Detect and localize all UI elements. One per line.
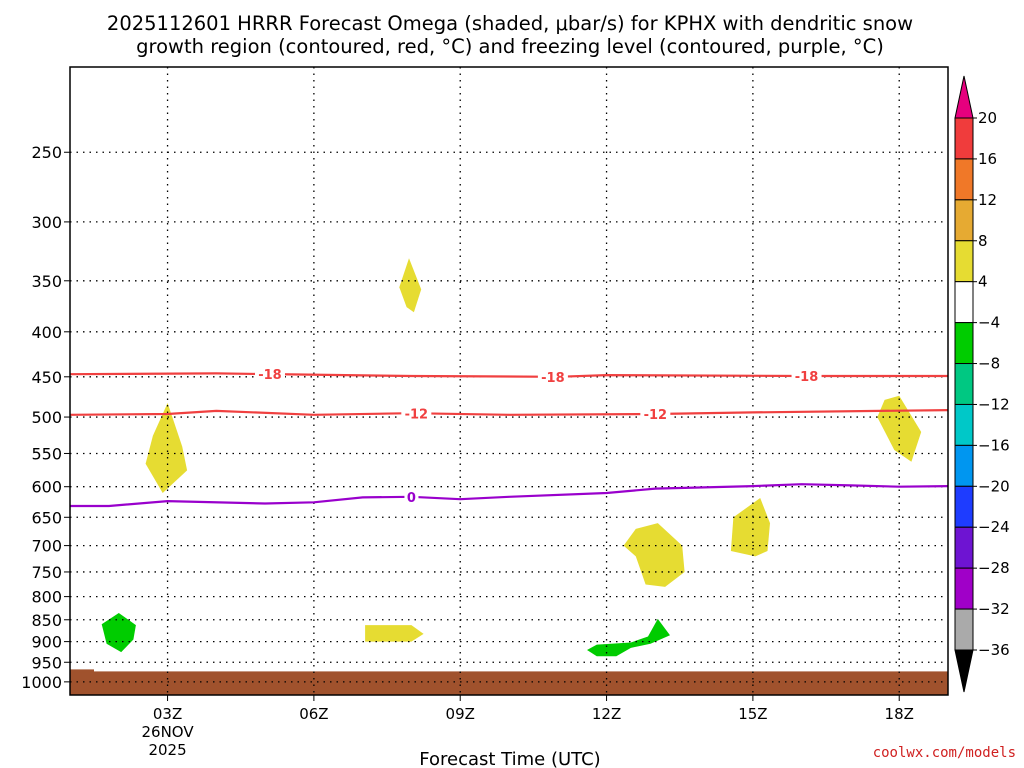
colorbar-label-13: −36 (978, 641, 1010, 659)
x-tick-label-12Z: 12Z (592, 705, 621, 723)
y-axis: 250 300 350 400 450 500 550 600 650 700 750 800 850 9… (21, 143, 70, 692)
colorbar-label-4: 4 (978, 273, 988, 291)
colorbar-bin-4 (954, 240, 974, 283)
x-tick-label-15Z: 15Z (738, 705, 767, 723)
ground-surface (70, 671, 948, 695)
y-tick-label-950: 950 (31, 653, 62, 672)
freezing_level-contour-0 (70, 483, 949, 508)
y-tick-label-350: 350 (31, 272, 62, 291)
omega-region-08z-low (365, 625, 424, 642)
chart-title-line-2: growth region (contoured, red, °C) and f… (136, 35, 884, 58)
chart-title-line-1: 2025112601 HRRR Forecast Omega (shaded, … (107, 12, 913, 35)
y-tick-label-450: 450 (31, 368, 62, 387)
dgz-contour--12 (69, 409, 949, 416)
colorbar-label-0: 20 (978, 109, 997, 127)
y-tick-label-650: 650 (31, 508, 62, 527)
y-tick-label-500: 500 (31, 408, 62, 427)
omega-region-13z-low (623, 523, 685, 587)
y-tick-label-800: 800 (31, 588, 62, 607)
colorbar-label-10: −24 (978, 518, 1010, 536)
freezing_level-label-0-0: 0 (407, 491, 416, 506)
credit-text[interactable]: coolwx.com/models (873, 745, 1016, 761)
colorbar-label-12: −32 (978, 600, 1010, 618)
dgz-label-bg-1 (640, 405, 671, 422)
colorbar-label-11: −28 (978, 559, 1010, 577)
dgz-label-bg-0 (401, 405, 432, 422)
colorbar-top-arrow (954, 75, 974, 119)
x-date-label-year: 2025 (148, 741, 186, 759)
omega-region-03z-mid (145, 403, 188, 493)
colorbar-label-5: −4 (978, 314, 1000, 332)
colorbar-bin-1 (954, 117, 974, 160)
omega-region-02z-low (101, 613, 136, 653)
x-tick-label-06Z: 06Z (299, 705, 328, 723)
colorbar-label-7: −12 (978, 395, 1010, 413)
y-tick-label-850: 850 (31, 611, 62, 630)
y-tick-label-300: 300 (31, 213, 62, 232)
dgz-label--18-2: -18 (795, 370, 819, 385)
colorbar-bin-9 (954, 444, 974, 487)
colorbar-label-1: 16 (978, 150, 997, 168)
y-tick-label-600: 600 (31, 478, 62, 497)
colorbar-bin-12 (954, 567, 974, 610)
x-date-label-day: 26NOV (141, 723, 194, 741)
colorbar-bin-6 (954, 322, 974, 365)
omega-region-13z-base (587, 618, 670, 657)
y-tick-label-700: 700 (31, 537, 62, 556)
colorbar-label-3: 8 (978, 232, 988, 250)
colorbar-label-9: −20 (978, 477, 1010, 495)
colorbar-bin-2 (954, 158, 974, 201)
colorbar-label-8: −16 (978, 436, 1010, 454)
x-axis-title: Forecast Time (UTC) (419, 749, 600, 768)
x-tick-label-09Z: 09Z (446, 705, 475, 723)
colorbar-label-6: −8 (978, 355, 1000, 373)
x-tick-label-18Z: 18Z (885, 705, 914, 723)
colorbar-bin-5 (954, 281, 974, 324)
plot-frame (69, 66, 949, 696)
y-tick-label-550: 550 (31, 444, 62, 463)
omega-region-15z-low (730, 498, 770, 557)
colorbar-bin-10 (954, 485, 974, 528)
colorbar: 20 16 12 8 4 −4 −8 −12 −16 −20 −24 −28 −32 −36 (954, 75, 1010, 693)
y-tick-label-250: 250 (31, 143, 62, 162)
colorbar-label-2: 12 (978, 191, 997, 209)
y-tick-label-400: 400 (31, 323, 62, 342)
omega-region-08z-upper (399, 258, 422, 313)
colorbar-bin-13 (954, 608, 974, 651)
ground-surface-edge (70, 669, 94, 673)
colorbar-bin-7 (954, 363, 974, 405)
y-tick-label-1000: 1000 (21, 673, 62, 692)
y-tick-label-900: 900 (31, 633, 62, 652)
dgz-label--18-1: -18 (541, 371, 565, 386)
colorbar-bin-3 (954, 199, 974, 242)
colorbar-bottom-arrow (954, 649, 974, 693)
dgz-label-bg-2 (791, 367, 822, 384)
y-tick-label-750: 750 (31, 563, 62, 582)
freezing_level-label-bg-0 (404, 488, 419, 505)
dgz-label-bg-1 (537, 368, 568, 385)
omega-region-18z-mid (877, 395, 922, 462)
x-tick-label-03Z: 03Z (153, 705, 182, 723)
colorbar-bin-8 (954, 403, 974, 446)
dgz-label--12-0: -12 (405, 407, 429, 422)
colorbar-bin-11 (954, 526, 974, 569)
plot-area: -18 -18 -18 -12 -12 0 (69, 66, 949, 696)
dgz-label--18-0: -18 (258, 368, 282, 383)
dgz-label--12-1: -12 (644, 408, 668, 423)
dgz-label-bg-0 (254, 366, 285, 383)
